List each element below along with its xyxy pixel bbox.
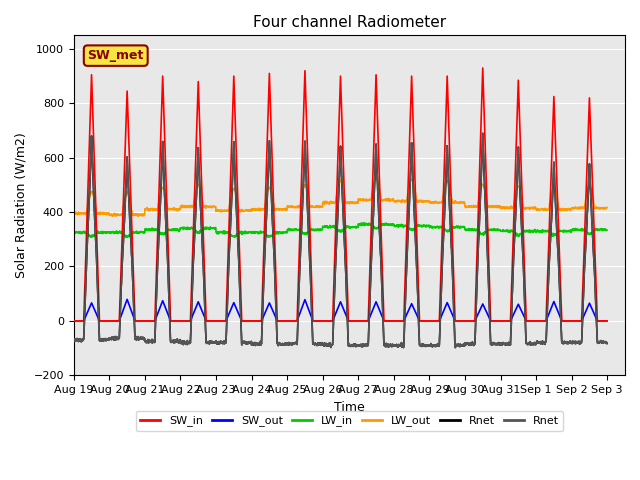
Y-axis label: Solar Radiation (W/m2): Solar Radiation (W/m2) — [15, 132, 28, 278]
X-axis label: Time: Time — [334, 400, 365, 413]
Text: SW_met: SW_met — [88, 49, 144, 62]
Title: Four channel Radiometer: Four channel Radiometer — [253, 15, 446, 30]
Legend: SW_in, SW_out, LW_in, LW_out, Rnet, Rnet: SW_in, SW_out, LW_in, LW_out, Rnet, Rnet — [136, 411, 563, 431]
